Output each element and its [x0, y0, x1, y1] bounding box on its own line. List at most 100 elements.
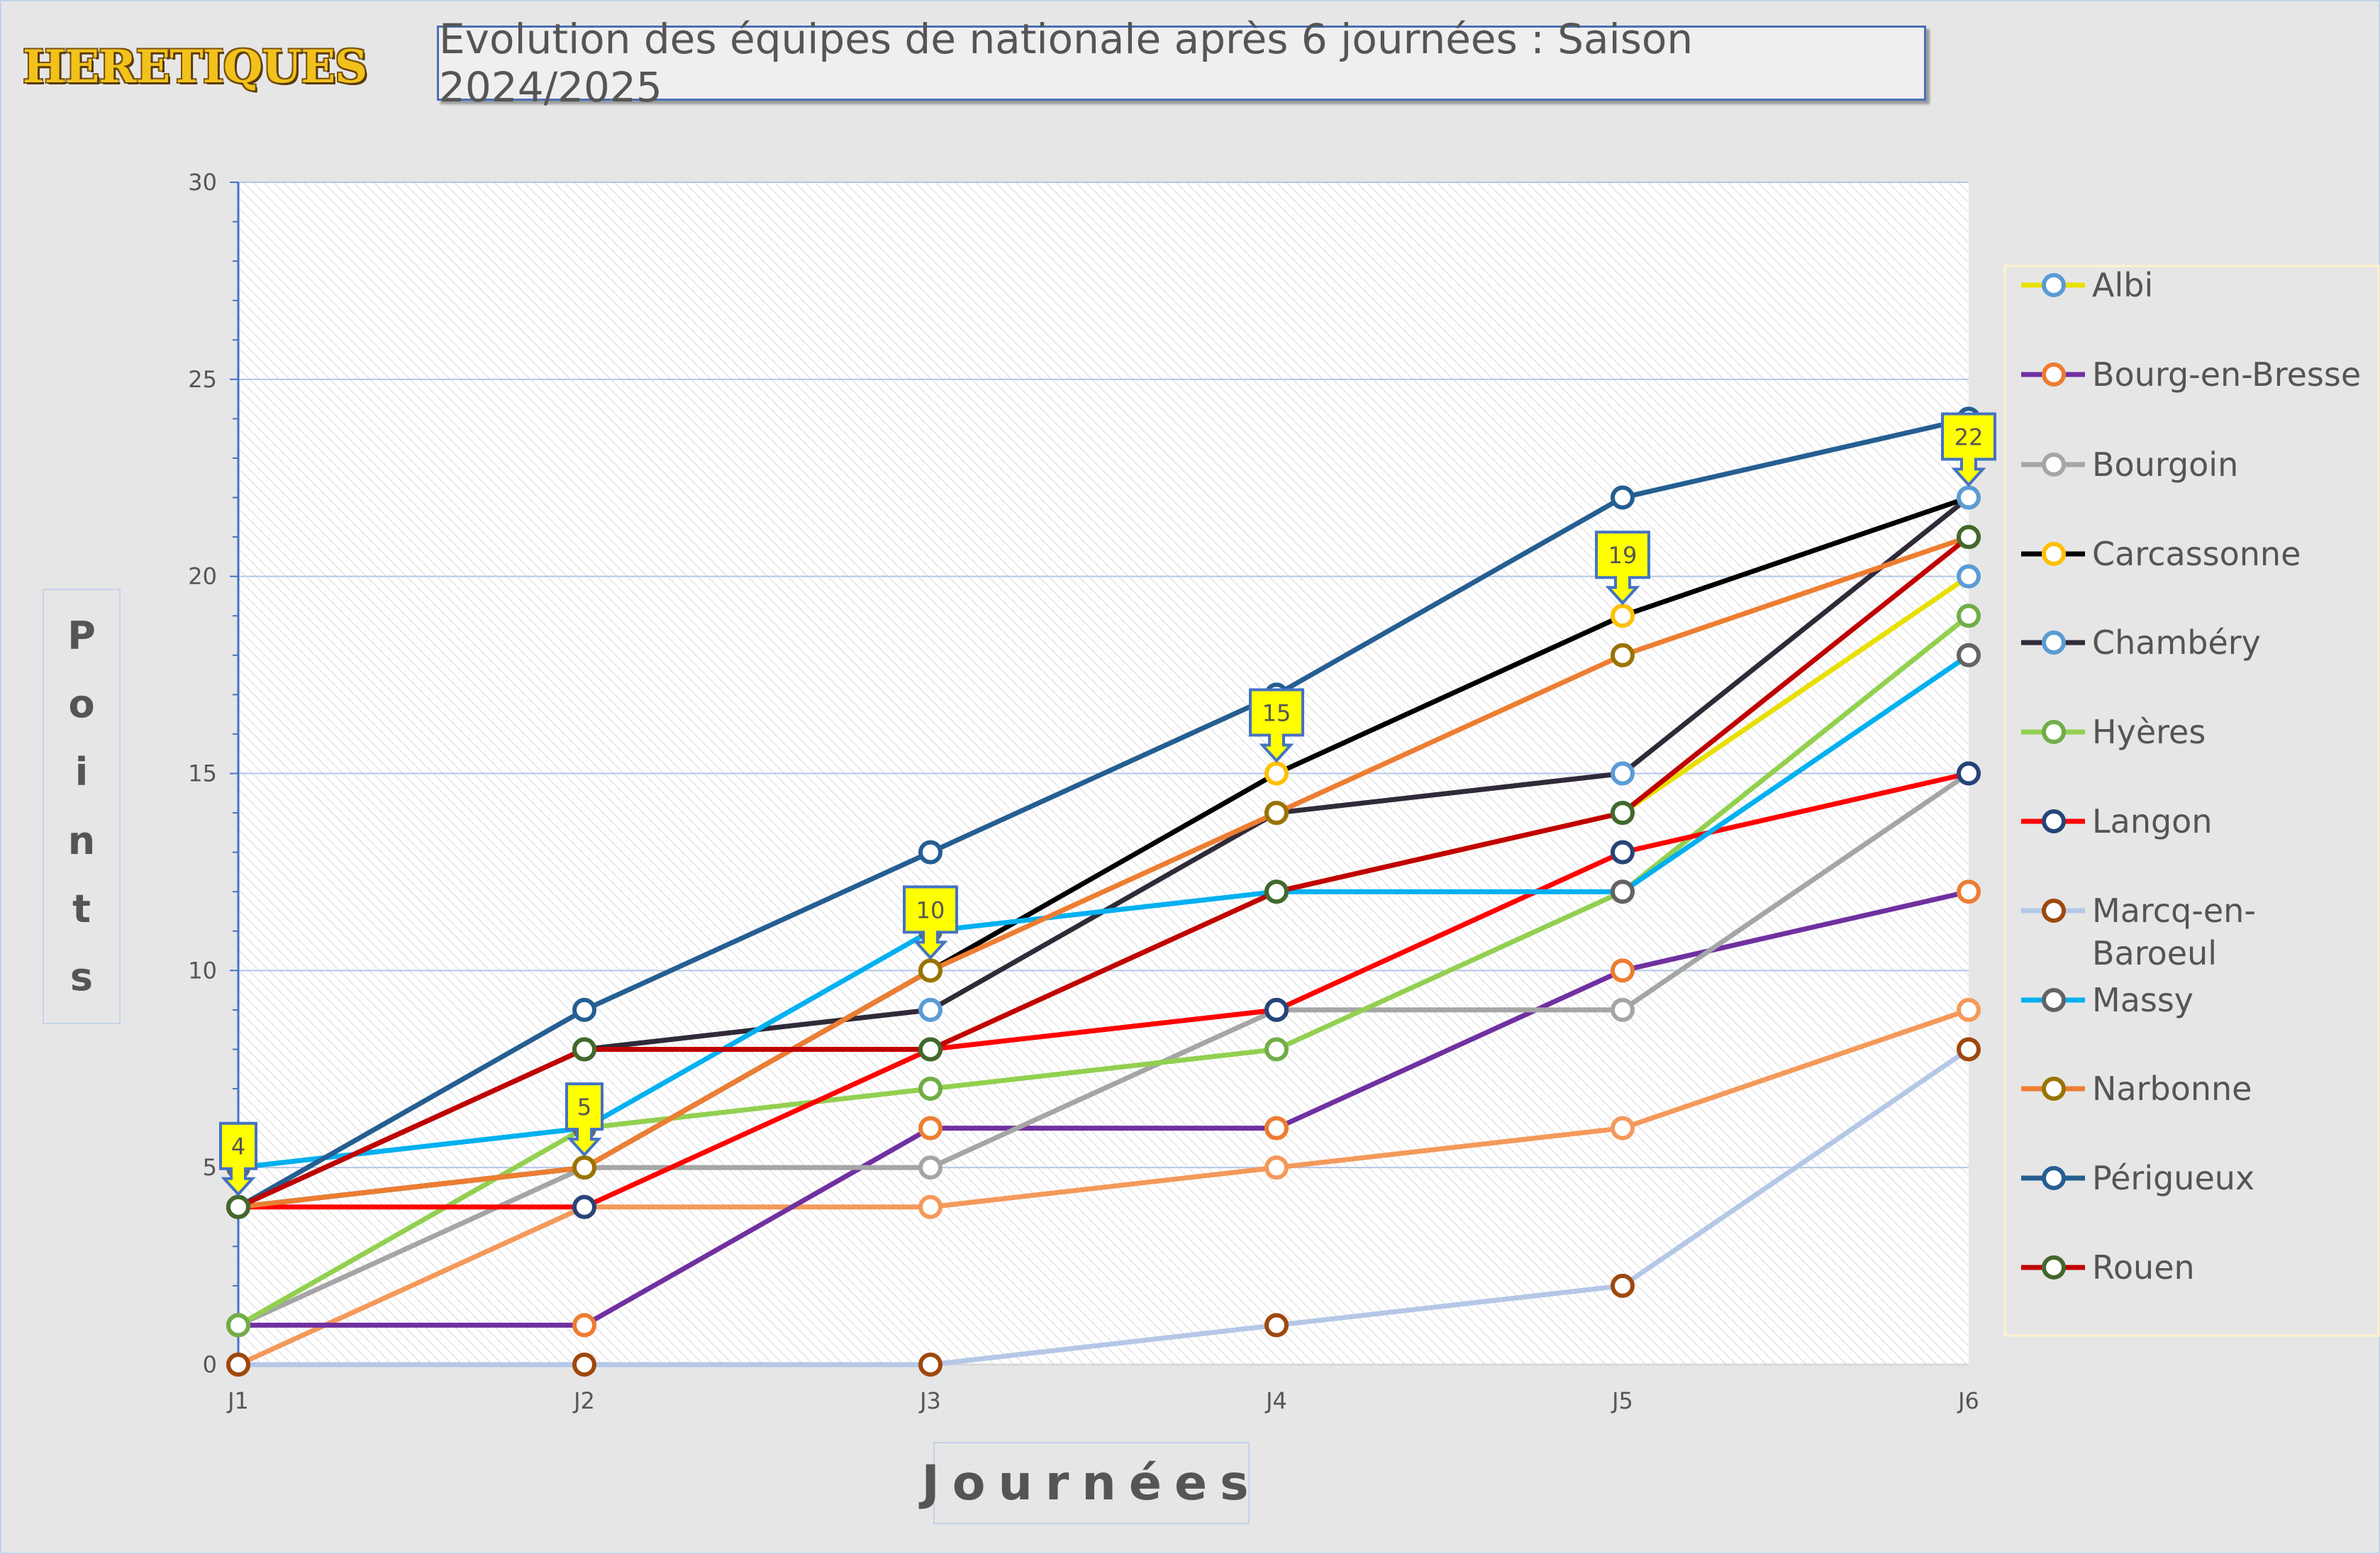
series-marcq-en-baroeul-point — [226, 1353, 250, 1377]
y-tick-label: 5 — [203, 1154, 217, 1181]
data-callout-label: 22 — [1954, 424, 1984, 451]
series-rouen-line — [237, 535, 1971, 1209]
legend-label: Hyères — [2092, 713, 2206, 751]
legend-label: Périgueux — [2092, 1159, 2254, 1197]
series-hyères-line — [237, 614, 1971, 1328]
y-tick-label: 10 — [188, 957, 217, 984]
series-rouen-point — [1264, 879, 1289, 904]
series-narbonne-line — [238, 534, 1970, 1210]
series-périgueux-point — [1611, 485, 1635, 510]
data-callout — [1249, 688, 1304, 763]
series-bourg-en-bresse-point — [1957, 879, 1981, 904]
unlabeled-series-point — [1957, 997, 1981, 1022]
x-tick-label: J6 — [1957, 1387, 1979, 1414]
data-callout — [903, 885, 958, 960]
y-axis-label-letter: n — [67, 818, 96, 863]
series-massy-point — [1957, 643, 1981, 667]
series-bourg-en-bresse-line — [238, 889, 1969, 1328]
series-massy-point — [1611, 879, 1635, 904]
series-hyères-point — [1957, 604, 1981, 628]
series-narbonne-point — [1611, 643, 1635, 667]
series-bourg-en-bresse-point — [572, 1313, 596, 1338]
data-callout — [219, 1121, 257, 1197]
legend-marker — [2042, 809, 2066, 833]
series-albi-point — [1957, 564, 1981, 589]
legend-label: Rouen — [2092, 1248, 2195, 1287]
series-carcassonne-point — [1611, 604, 1635, 628]
x-axis-label: Journées — [921, 1442, 1250, 1524]
series-chambéry-point — [1957, 485, 1981, 510]
data-callout-label: 19 — [1608, 542, 1637, 569]
legend-label: Carcassonne — [2092, 535, 2301, 573]
series-narbonne-point — [1264, 801, 1289, 826]
series-hyères-point — [226, 1313, 250, 1338]
data-callout — [1595, 531, 1650, 606]
y-axis-label-letter: t — [72, 886, 91, 931]
heretiques-logo: HERETIQUES — [23, 40, 367, 94]
y-axis-label-letter: o — [68, 682, 95, 727]
legend-label: Chambéry — [2092, 623, 2261, 662]
series-bourg-en-bresse-point — [1264, 1116, 1289, 1140]
series-rouen-point — [1611, 801, 1635, 826]
legend-label: Narbonne — [2092, 1070, 2252, 1108]
series-chambéry-point — [1611, 761, 1635, 786]
legend-marker — [2042, 273, 2066, 297]
series-marcq-en-baroeul-line — [238, 1047, 1970, 1367]
legend-label: Albi — [2092, 266, 2153, 304]
series-périgueux-line — [237, 416, 1969, 1209]
series-bourgoin-point — [918, 1155, 942, 1180]
series-périgueux-point — [918, 840, 942, 865]
series-rouen-point — [1957, 525, 1981, 550]
series-marcq-en-baroeul-point — [572, 1353, 596, 1377]
series-hyères-point — [1264, 1037, 1289, 1062]
y-tick-label: 20 — [188, 563, 217, 590]
y-axis-label-letter: P — [67, 614, 96, 659]
data-callout — [565, 1082, 604, 1158]
series-rouen-point — [226, 1194, 250, 1219]
legend-label: Langon — [2092, 802, 2212, 840]
series-narbonne-point — [918, 958, 942, 983]
legend-marker — [2042, 453, 2066, 477]
series-bourg-en-bresse-point — [918, 1116, 942, 1140]
legend-label: Marcq-en- — [2092, 892, 2256, 930]
x-tick-label: J4 — [1264, 1387, 1287, 1414]
legend-marker — [2042, 542, 2066, 566]
series-périgueux-point — [572, 997, 596, 1022]
series-langon-point — [572, 1194, 596, 1219]
x-tick-label: J3 — [918, 1387, 941, 1414]
series-rouen-point — [572, 1037, 596, 1062]
series-langon-point — [1264, 997, 1289, 1022]
legend-marker — [2042, 1077, 2066, 1101]
legend-label: Bourgoin — [2092, 445, 2238, 484]
y-tick-label: 30 — [188, 169, 217, 196]
series-hyères-point — [918, 1077, 942, 1101]
y-tick-label: 15 — [188, 760, 217, 787]
legend-label: Bourg-en-Bresse — [2092, 355, 2361, 394]
unlabeled-series-point — [1264, 1155, 1289, 1180]
legend-label: Massy — [2092, 981, 2193, 1019]
series-carcassonne-point — [1264, 761, 1289, 786]
series-narbonne-point — [572, 1155, 596, 1180]
y-axis-label-letter: s — [69, 954, 94, 999]
series-langon-line — [238, 771, 1969, 1210]
legend-marker — [2042, 720, 2066, 744]
x-tick-label: J2 — [572, 1387, 595, 1414]
legend-box — [2003, 265, 2380, 1337]
legend-marker — [2042, 631, 2066, 655]
unlabeled-series-point — [918, 1194, 942, 1219]
series-marcq-en-baroeul-point — [1264, 1313, 1289, 1338]
x-tick-label: J5 — [1611, 1387, 1633, 1414]
series-bourg-en-bresse-point — [1611, 958, 1635, 983]
series-bourgoin-line — [237, 771, 1970, 1328]
series-rouen-point — [918, 1037, 942, 1062]
y-tick-label: 25 — [188, 366, 217, 393]
legend-label: Baroeul — [2092, 934, 2217, 972]
series-langon-point — [1957, 761, 1981, 786]
data-callout-label: 5 — [577, 1094, 591, 1121]
y-tick-label: 0 — [203, 1351, 217, 1378]
legend-marker — [2042, 362, 2066, 387]
legend-marker — [2042, 988, 2066, 1012]
unlabeled-series-point — [1611, 1116, 1635, 1140]
